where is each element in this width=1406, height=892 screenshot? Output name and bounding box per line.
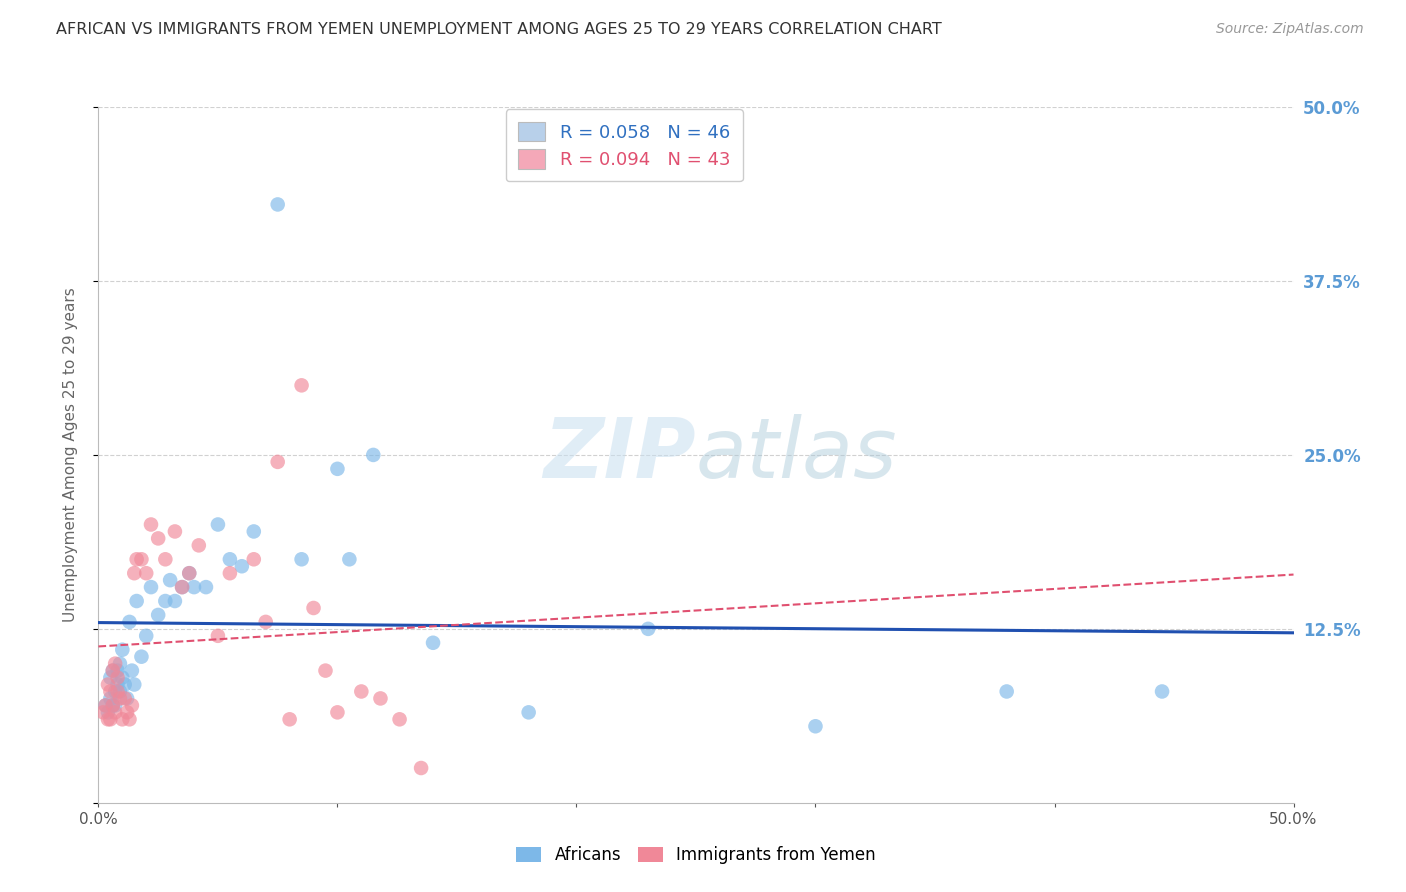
- Point: [94, 698, 117, 713]
- Point: [207, 517, 229, 532]
- Point: [107, 671, 129, 685]
- Point: [115, 706, 138, 720]
- Text: Source: ZipAtlas.com: Source: ZipAtlas.com: [1216, 22, 1364, 37]
- Point: [107, 664, 129, 678]
- Point: [219, 566, 242, 581]
- Point: [107, 677, 129, 691]
- Point: [302, 601, 325, 615]
- Point: [172, 580, 194, 594]
- Point: [179, 566, 201, 581]
- Point: [422, 636, 444, 650]
- Point: [94, 698, 117, 713]
- Point: [104, 706, 127, 720]
- Legend: Africans, Immigrants from Yemen: Africans, Immigrants from Yemen: [509, 839, 883, 871]
- Point: [101, 698, 124, 713]
- Point: [155, 594, 177, 608]
- Point: [114, 677, 136, 691]
- Point: [91, 706, 114, 720]
- Point: [114, 691, 136, 706]
- Point: [131, 649, 153, 664]
- Point: [108, 657, 131, 671]
- Text: AFRICAN VS IMMIGRANTS FROM YEMEN UNEMPLOYMENT AMONG AGES 25 TO 29 YEARS CORRELAT: AFRICAN VS IMMIGRANTS FROM YEMEN UNEMPLO…: [56, 22, 942, 37]
- Point: [163, 524, 186, 539]
- Point: [124, 677, 146, 691]
- Point: [155, 552, 177, 566]
- Point: [104, 698, 127, 713]
- Point: [124, 566, 146, 581]
- Point: [97, 712, 120, 726]
- Point: [131, 552, 153, 566]
- Point: [243, 552, 266, 566]
- Point: [363, 448, 385, 462]
- Text: ZIP: ZIP: [543, 415, 696, 495]
- Point: [104, 657, 127, 671]
- Point: [163, 594, 186, 608]
- Point: [98, 671, 122, 685]
- Point: [194, 580, 218, 594]
- Point: [278, 712, 301, 726]
- Point: [101, 698, 124, 713]
- Point: [148, 607, 170, 622]
- Point: [243, 524, 266, 539]
- Point: [291, 378, 314, 392]
- Point: [108, 691, 131, 706]
- Point: [159, 573, 181, 587]
- Point: [98, 691, 122, 706]
- Point: [183, 580, 205, 594]
- Point: [97, 677, 120, 691]
- Point: [187, 538, 209, 552]
- Point: [121, 664, 143, 678]
- Point: [118, 712, 141, 726]
- Point: [135, 629, 157, 643]
- Point: [98, 712, 122, 726]
- Point: [411, 761, 433, 775]
- Point: [111, 642, 134, 657]
- Point: [111, 671, 134, 685]
- Point: [388, 712, 411, 726]
- Point: [207, 629, 229, 643]
- Point: [125, 594, 148, 608]
- Point: [254, 615, 277, 629]
- Point: [107, 684, 129, 698]
- Point: [101, 664, 124, 678]
- Point: [148, 532, 170, 546]
- Point: [118, 615, 141, 629]
- Point: [804, 719, 827, 733]
- Point: [326, 706, 349, 720]
- Point: [101, 664, 124, 678]
- Point: [98, 684, 122, 698]
- Point: [121, 698, 143, 713]
- Y-axis label: Unemployment Among Ages 25 to 29 years: Unemployment Among Ages 25 to 29 years: [63, 287, 77, 623]
- Point: [172, 580, 194, 594]
- Point: [637, 622, 659, 636]
- Point: [326, 462, 349, 476]
- Point: [370, 691, 392, 706]
- Point: [111, 712, 134, 726]
- Point: [115, 691, 138, 706]
- Point: [97, 706, 120, 720]
- Point: [1150, 684, 1173, 698]
- Point: [995, 684, 1018, 698]
- Point: [267, 197, 290, 211]
- Point: [315, 664, 337, 678]
- Point: [517, 706, 540, 720]
- Point: [350, 684, 373, 698]
- Point: [267, 455, 290, 469]
- Point: [231, 559, 253, 574]
- Point: [104, 684, 127, 698]
- Point: [108, 684, 131, 698]
- Point: [179, 566, 201, 581]
- Point: [291, 552, 314, 566]
- Text: atlas: atlas: [696, 415, 897, 495]
- Point: [135, 566, 157, 581]
- Point: [139, 580, 162, 594]
- Point: [139, 517, 162, 532]
- Point: [339, 552, 360, 566]
- Point: [125, 552, 148, 566]
- Point: [219, 552, 242, 566]
